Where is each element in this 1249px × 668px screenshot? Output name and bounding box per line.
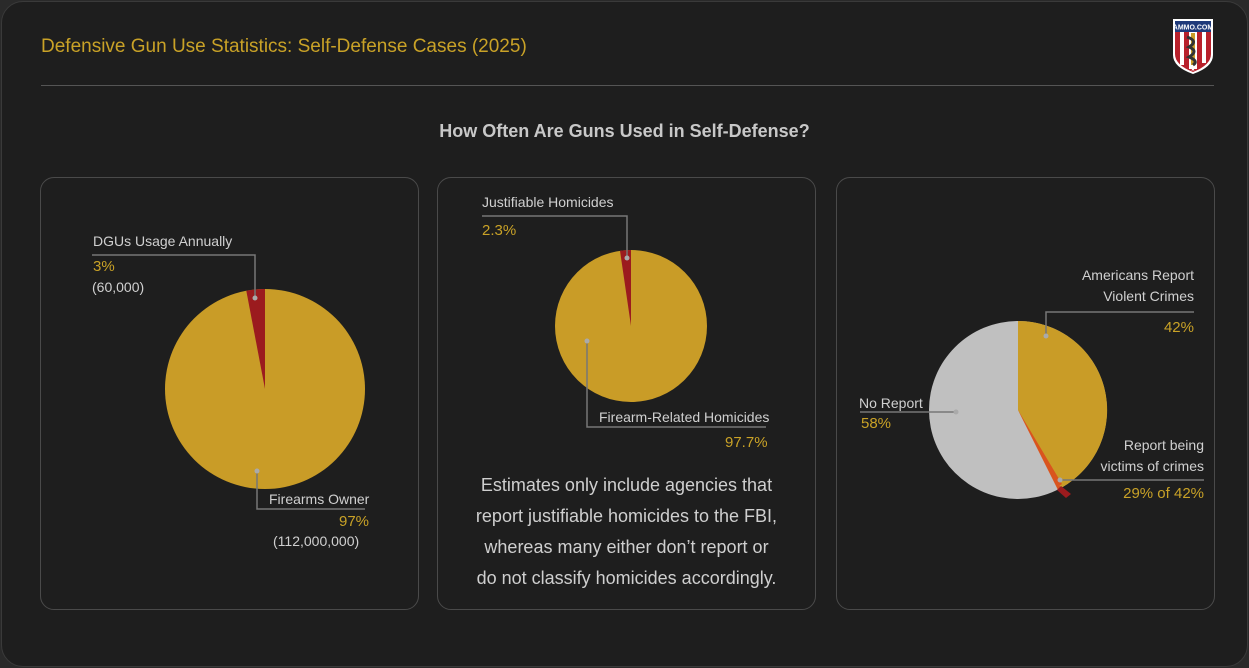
slice-report-violent — [1018, 320, 1108, 488]
pie-dgu — [92, 254, 365, 510]
ammo-com-logo: AMMO.COM ★ — [1173, 19, 1214, 74]
pie-violent-crimes — [860, 311, 1204, 499]
owner-pct: 97% — [339, 513, 370, 530]
report-violent-label-2: Violent Crimes — [1103, 288, 1194, 304]
chart-subtitle: How Often Are Guns Used in Self-Defense? — [439, 121, 810, 141]
page-title: Defensive Gun Use Statistics: Self-Defen… — [41, 36, 527, 57]
header-divider — [41, 85, 1214, 86]
slice-justifiable — [620, 250, 631, 326]
svg-text:★: ★ — [1190, 66, 1195, 73]
slice-victims — [1057, 486, 1071, 498]
homicide-note: Estimates only include agencies that rep… — [475, 475, 778, 588]
dgu-label: DGUs Usage Annually — [93, 233, 233, 249]
victims-pct: 29% of 42% — [1123, 485, 1204, 502]
victims-label-2: victims of crimes — [1100, 458, 1204, 474]
dgu-count: (60,000) — [92, 279, 145, 295]
pie-homicides — [482, 215, 766, 428]
slice-dgu — [246, 289, 265, 389]
owner-count: (112,000,000) — [273, 533, 360, 549]
no-report-label: No Report — [859, 395, 923, 411]
justifiable-label: Justifiable Homicides — [482, 194, 614, 210]
firearm-homicides-pct: 97.7% — [725, 434, 768, 451]
report-violent-pct: 42% — [1163, 319, 1194, 336]
justifiable-pct: 2.3% — [482, 222, 517, 239]
report-violent-label-1: Americans Report — [1081, 267, 1194, 283]
owner-label: Firearms Owner — [269, 491, 370, 507]
svg-text:AMMO.COM: AMMO.COM — [1173, 25, 1214, 32]
victims-label-1: Report being — [1123, 437, 1204, 453]
firearm-homicides-label: Firearm-Related Homicides — [599, 409, 770, 425]
no-report-pct: 58% — [861, 415, 892, 432]
dgu-pct: 3% — [93, 258, 115, 275]
